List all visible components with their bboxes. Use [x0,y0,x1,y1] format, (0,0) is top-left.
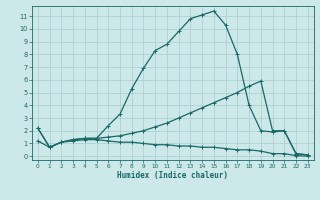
X-axis label: Humidex (Indice chaleur): Humidex (Indice chaleur) [117,171,228,180]
